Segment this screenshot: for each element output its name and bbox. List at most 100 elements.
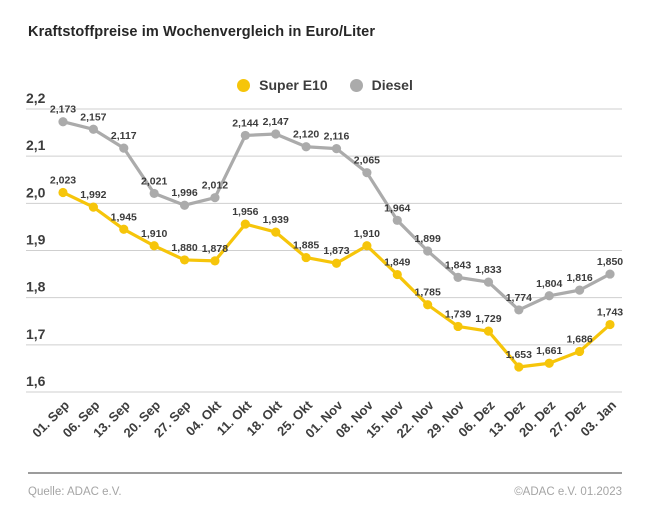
data-point-label: 1,964 — [384, 202, 410, 214]
data-point-marker-diesel — [605, 269, 615, 279]
data-point-label: 1,774 — [506, 292, 532, 304]
data-point-marker-super-e10 — [149, 241, 159, 251]
data-point-marker-super-e10 — [544, 358, 554, 368]
data-point-marker-super-e10 — [575, 346, 585, 357]
series-super-e10 — [58, 187, 615, 372]
legend-item-super-e10: Super E10 — [237, 77, 328, 93]
data-point-label: 1,850 — [597, 256, 623, 268]
data-point-marker-super-e10 — [119, 224, 129, 234]
footer-source: Quelle: ADAC e.V. — [28, 486, 122, 498]
data-point-marker-diesel — [240, 130, 250, 141]
data-point-marker-diesel — [88, 124, 98, 134]
data-point-label: 2,012 — [202, 180, 228, 192]
data-point-marker-diesel — [575, 285, 585, 295]
data-point-label: 1,939 — [263, 214, 289, 226]
data-point-label: 1,816 — [566, 272, 592, 284]
y-tick-label: 1,7 — [26, 326, 46, 342]
data-point-label: 1,785 — [415, 287, 441, 299]
data-point-marker-diesel — [301, 142, 311, 152]
chart-title: Kraftstoffpreise im Wochenvergleich in E… — [28, 24, 376, 40]
series-diesel — [58, 117, 615, 315]
data-point-marker-diesel — [453, 272, 463, 282]
footer-copyright: ©ADAC e.V. 01.2023 — [514, 486, 622, 498]
data-point-label: 1,743 — [597, 307, 623, 319]
data-point-marker-diesel — [271, 129, 281, 139]
data-point-marker-diesel — [210, 193, 220, 203]
legend-swatch-diesel-icon — [349, 78, 363, 92]
data-point-marker-diesel — [423, 246, 433, 256]
data-point-marker-super-e10 — [301, 252, 311, 263]
legend-label-super-e10: Super E10 — [259, 77, 328, 93]
legend-label-diesel: Diesel — [371, 77, 413, 93]
data-point-label: 1,729 — [475, 313, 501, 325]
data-point-marker-super-e10 — [483, 326, 494, 336]
data-point-label: 1,833 — [475, 264, 501, 276]
data-point-marker-diesel — [392, 215, 402, 225]
data-point-label: 2,157 — [80, 111, 106, 123]
data-point-label: 1,661 — [536, 345, 562, 357]
y-tick-label: 2,0 — [26, 184, 46, 200]
data-point-label: 1,910 — [354, 228, 380, 240]
data-point-label: 2,065 — [354, 155, 380, 167]
data-point-label: 1,992 — [80, 189, 106, 201]
legend: Super E10 Diesel — [0, 77, 650, 93]
data-point-marker-diesel — [331, 144, 342, 154]
y-tick-label: 1,6 — [26, 373, 46, 389]
data-point-label: 1,910 — [141, 228, 167, 240]
data-point-label: 1,885 — [293, 240, 319, 252]
data-point-marker-super-e10 — [179, 255, 190, 265]
y-tick-label: 2,2 — [26, 90, 46, 106]
data-point-marker-super-e10 — [271, 227, 281, 237]
data-point-label: 1,956 — [232, 206, 258, 218]
y-axis-labels: 2,2 2,1 2,0 1,9 1,8 1,7 1,6 — [26, 90, 46, 389]
data-point-marker-super-e10 — [210, 256, 220, 266]
data-point-marker-super-e10 — [88, 202, 98, 212]
data-point-marker-diesel — [362, 168, 372, 178]
footer-divider — [28, 472, 622, 474]
data-point-label: 1,804 — [536, 278, 562, 290]
data-point-labels-super-e10: 2,023 1,992 1,945 1,910 1,880 1,878 1,956 1,939… — [50, 174, 623, 361]
data-point-marker-super-e10 — [453, 321, 463, 332]
data-point-label: 1,996 — [171, 187, 197, 199]
data-point-label: 1,843 — [445, 259, 471, 271]
data-point-marker-diesel — [119, 143, 129, 153]
data-point-marker-diesel — [149, 188, 159, 199]
data-point-label: 1,739 — [445, 308, 471, 320]
data-point-label: 2,173 — [50, 104, 76, 116]
data-point-label: 2,116 — [324, 131, 350, 143]
y-tick-label: 2,1 — [26, 137, 46, 153]
data-point-label: 2,021 — [141, 175, 167, 187]
y-gridlines — [26, 108, 622, 393]
data-point-marker-super-e10 — [605, 319, 615, 330]
data-point-marker-super-e10 — [362, 241, 372, 251]
data-point-label: 2,144 — [232, 117, 258, 129]
series-line-super-e10 — [61, 190, 612, 369]
data-point-label: 1,899 — [415, 233, 441, 245]
data-point-marker-super-e10 — [514, 362, 524, 372]
data-point-label: 2,117 — [111, 130, 137, 142]
data-point-marker-diesel — [58, 117, 68, 127]
legend-swatch-super-e10-icon — [237, 78, 251, 92]
data-point-marker-super-e10 — [392, 269, 402, 280]
data-point-marker-diesel — [514, 305, 524, 315]
data-point-label: 2,023 — [50, 174, 76, 186]
data-point-label: 1,878 — [202, 243, 228, 255]
data-point-label: 1,945 — [111, 211, 137, 223]
data-point-labels-diesel: 2,173 2,157 2,117 2,021 1,996 2,012 2,144 2,147… — [50, 104, 623, 304]
data-point-label: 1,653 — [506, 349, 532, 361]
data-point-label: 1,849 — [384, 257, 410, 269]
data-point-marker-diesel — [179, 200, 190, 210]
y-tick-label: 1,9 — [26, 232, 46, 248]
data-point-marker-super-e10 — [58, 187, 68, 198]
data-point-marker-diesel — [483, 277, 494, 287]
data-point-label: 1,880 — [171, 242, 197, 254]
data-point-marker-super-e10 — [331, 258, 342, 268]
y-tick-label: 1,8 — [26, 279, 46, 295]
data-point-label: 1,873 — [323, 245, 349, 257]
data-point-marker-super-e10 — [423, 300, 433, 310]
data-point-marker-diesel — [544, 291, 554, 301]
data-point-marker-super-e10 — [240, 219, 250, 229]
